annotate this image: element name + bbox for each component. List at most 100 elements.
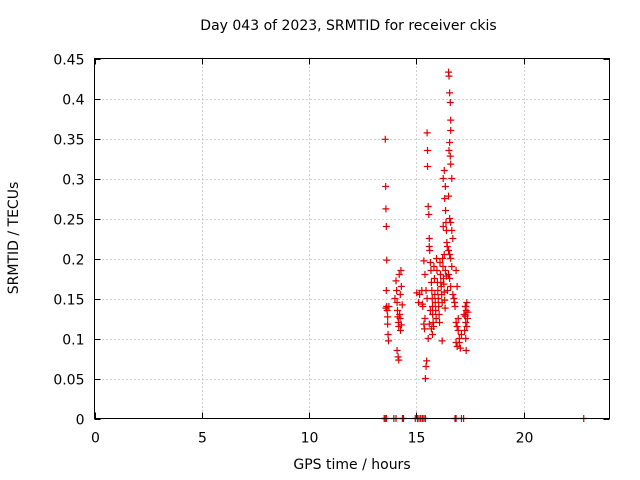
data-point [463,323,471,330]
data-point [454,327,462,334]
data-point [436,271,444,278]
data-point [382,223,390,230]
data-point [393,307,401,314]
y-tick-label: 0.45 [53,53,84,69]
data-point [426,307,434,314]
data-point [445,192,453,200]
data-point [446,89,454,97]
y-axis-label: SRMTID / TECUs [6,181,22,295]
data-point [395,271,403,278]
data-point [384,320,392,328]
data-point [395,356,403,364]
data-point [447,127,455,134]
data-point [421,375,429,382]
data-point [442,207,450,214]
y-tick-label: 0.3 [62,173,84,189]
data-point [446,215,454,222]
data-point [461,327,469,334]
data-point [446,275,454,282]
x-tick-label: 10 [301,431,319,447]
x-tick-label: 5 [198,431,207,447]
data-point [464,308,472,316]
data-point [441,296,449,304]
data-point [436,319,444,326]
data-point [445,247,453,254]
data-point [446,99,454,106]
data-point [428,331,436,338]
data-point [448,263,456,270]
data-point [454,315,462,322]
data-point [461,303,469,310]
data-point [440,280,448,288]
data-point [460,311,468,318]
data-point [382,287,390,294]
data-point [462,335,470,342]
data-point [447,283,455,290]
data-point [443,243,451,250]
data-point [430,263,438,270]
data-point [429,311,437,318]
data-point [435,311,443,318]
data-point [382,205,390,213]
data-point [450,295,458,302]
data-point [394,353,402,361]
x-tick-label: 0 [91,431,100,447]
data-point [424,147,432,154]
data-point [439,175,447,182]
data-point [424,335,432,342]
data-point [453,323,461,330]
data-point [424,203,432,210]
data-point [393,299,401,306]
data-point [392,277,400,285]
y-tick-label: 0 [76,413,85,429]
data-point [462,347,470,354]
data-point [381,135,389,143]
plot-frame [94,58,610,419]
data-point [451,303,459,310]
data-point [432,315,440,322]
y-tick-label: 0.1 [62,333,84,349]
data-point [452,319,460,326]
data-point [457,331,465,338]
data-point [396,315,404,322]
data-point [440,288,448,296]
data-point [452,267,460,274]
data-point [439,255,447,262]
data-point [421,325,429,333]
data-point [455,339,463,346]
data-point [393,347,401,354]
data-point [441,195,449,202]
data-point [426,259,434,266]
x-tick-label: 20 [516,431,534,447]
data-point [385,303,393,310]
data-point [397,321,405,329]
data-point [425,211,433,218]
y-tick-label: 0.25 [53,213,84,229]
data-point [396,291,404,298]
chart-title: Day 043 of 2023, SRMTID for receiver cki… [200,18,497,34]
data-point [435,303,443,310]
y-tick-label: 0.2 [62,253,84,269]
data-point [449,291,457,298]
data-point [396,327,404,334]
data-point [383,256,391,264]
data-point [425,235,433,242]
data-point [426,247,434,254]
data-point [439,263,447,270]
data-point [393,287,401,294]
data-point [443,287,451,294]
data-point [448,175,456,182]
y-tick-label: 0.15 [53,293,84,309]
data-point [384,337,392,345]
data-point [439,223,447,230]
data-point [441,183,449,190]
data-point [427,279,435,286]
data-point [436,259,444,266]
data-point [440,167,448,174]
data-point [427,325,435,333]
data-point [431,299,439,306]
data-point [447,160,455,168]
data-point [384,313,392,321]
y-tick-label: 0.05 [53,373,84,389]
